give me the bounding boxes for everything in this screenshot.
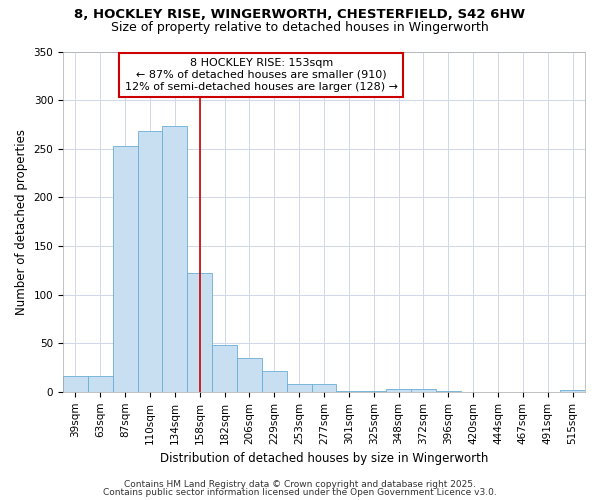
Bar [361,391,386,392]
Bar [113,146,137,392]
Text: Contains public sector information licensed under the Open Government Licence v3: Contains public sector information licen… [103,488,497,497]
Text: 8, HOCKLEY RISE, WINGERWORTH, CHESTERFIELD, S42 6HW: 8, HOCKLEY RISE, WINGERWORTH, CHESTERFIE… [74,8,526,20]
Bar [311,384,337,392]
Bar [88,376,113,392]
Bar [63,376,88,392]
Bar [411,389,436,392]
Bar [560,390,585,392]
Bar [237,358,262,392]
Bar [337,391,361,392]
Bar [212,345,237,392]
X-axis label: Distribution of detached houses by size in Wingerworth: Distribution of detached houses by size … [160,452,488,465]
Bar [163,126,187,392]
Text: Size of property relative to detached houses in Wingerworth: Size of property relative to detached ho… [111,21,489,34]
Bar [436,391,461,392]
Bar [137,131,163,392]
Bar [262,372,287,392]
Y-axis label: Number of detached properties: Number of detached properties [15,128,28,314]
Text: 8 HOCKLEY RISE: 153sqm
← 87% of detached houses are smaller (910)
12% of semi-de: 8 HOCKLEY RISE: 153sqm ← 87% of detached… [125,58,398,92]
Bar [187,273,212,392]
Bar [287,384,311,392]
Text: Contains HM Land Registry data © Crown copyright and database right 2025.: Contains HM Land Registry data © Crown c… [124,480,476,489]
Bar [386,389,411,392]
